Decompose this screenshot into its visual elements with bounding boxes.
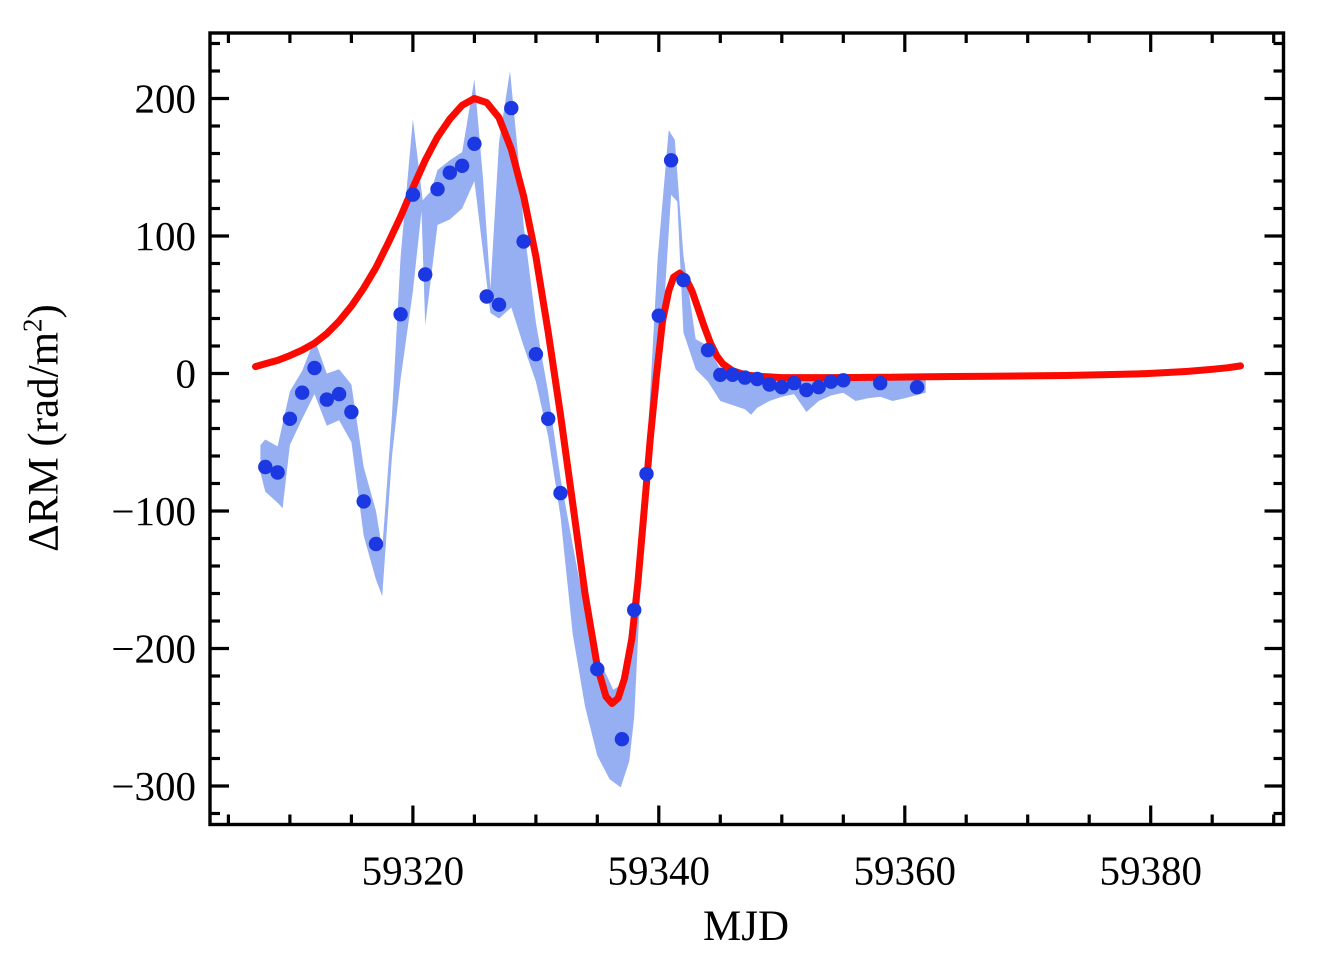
data-point: [750, 371, 765, 387]
data-point: [590, 661, 605, 677]
data-point: [823, 374, 839, 389]
data-point: [319, 392, 334, 407]
data-point: [639, 466, 654, 482]
y-tick-label: 0: [176, 350, 197, 396]
data-point: [528, 347, 544, 362]
data-point: [651, 308, 666, 323]
data-point: [725, 367, 740, 382]
data-point: [368, 536, 384, 552]
data-point: [627, 602, 642, 618]
plot-frame: [208, 31, 1286, 827]
y-tick-label: −100: [111, 488, 196, 534]
data-point: [774, 380, 789, 395]
model-fit-line: [252, 95, 1244, 707]
y-axis-title: ΔRM (rad/m2): [17, 304, 69, 552]
data-point: [479, 289, 494, 304]
y-axis-title-superscript: 2: [17, 318, 48, 332]
data-point: [491, 297, 507, 312]
data-point: [614, 732, 630, 747]
x-tick-label: 59340: [608, 848, 711, 894]
uncertainty-band: [260, 71, 926, 788]
y-tick-label: −300: [111, 763, 196, 809]
data-point: [504, 100, 519, 116]
data-point: [393, 307, 408, 322]
data-point: [799, 382, 814, 398]
data-point: [713, 367, 728, 382]
data-point: [836, 373, 851, 388]
y-axis-title-text: ΔRM (rad/m: [20, 331, 68, 552]
data-point: [467, 136, 482, 151]
data-point: [405, 187, 421, 202]
data-points: [258, 100, 925, 747]
data-point: [442, 165, 457, 180]
data-point: [307, 360, 322, 376]
data-point: [454, 158, 470, 173]
data-point: [909, 380, 925, 395]
data-point: [295, 385, 310, 400]
x-axis-title: MJD: [702, 903, 790, 950]
data-point: [737, 370, 753, 385]
axis-ticks: [210, 33, 1284, 825]
x-tick-label: 59380: [1099, 848, 1202, 894]
data-point: [344, 404, 359, 420]
data-point: [663, 153, 679, 168]
data-point: [676, 272, 691, 288]
data-point: [282, 411, 298, 426]
data-point: [786, 375, 802, 391]
data-point: [811, 380, 826, 395]
data-point: [270, 465, 285, 480]
data-point: [258, 459, 273, 475]
y-tick-label: 100: [135, 213, 197, 259]
data-point: [873, 375, 888, 391]
data-point: [541, 411, 556, 426]
y-tick-label: −200: [111, 625, 196, 671]
y-axis-title-close: ): [20, 304, 68, 319]
data-point: [418, 267, 433, 282]
x-tick-label: 59320: [362, 848, 465, 894]
y-tick-label: 200: [135, 75, 197, 121]
data-point: [762, 377, 777, 392]
data-point: [553, 485, 568, 501]
data-point: [331, 386, 347, 402]
data-point: [356, 494, 371, 509]
tick-labels: 59320 59340 59360 59380 200 100 0 −100 −200 −300: [111, 75, 1202, 893]
data-point: [516, 234, 531, 249]
x-tick-label: 59360: [854, 848, 957, 894]
data-point: [430, 182, 445, 197]
data-point: [700, 342, 716, 358]
